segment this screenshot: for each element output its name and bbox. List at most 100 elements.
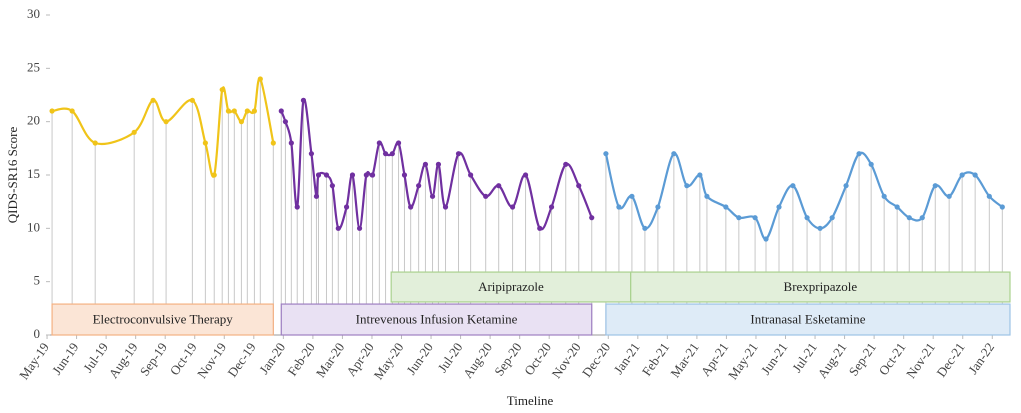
y-tick-label: 10 — [27, 219, 40, 234]
data-point — [455, 151, 462, 157]
data-point — [288, 140, 294, 146]
y-tick-label: 25 — [27, 59, 40, 74]
data-point — [919, 215, 925, 221]
data-point — [49, 108, 55, 114]
data-point — [509, 204, 516, 210]
data-point — [369, 172, 376, 178]
data-point — [537, 225, 543, 231]
data-point — [906, 215, 912, 221]
x-tick-label: May-21 — [725, 340, 761, 382]
data-point — [894, 204, 900, 210]
y-tick-label: 20 — [27, 113, 40, 128]
x-tick-label: Sep-20 — [491, 340, 524, 379]
data-point — [589, 215, 595, 221]
data-point — [697, 172, 703, 178]
x-tick-label: Dec-19 — [224, 340, 258, 380]
x-tick-label: Aug-21 — [814, 340, 849, 381]
data-point — [376, 140, 382, 146]
x-tick-label: Feb-20 — [284, 340, 317, 379]
x-tick-label: May-20 — [371, 340, 407, 382]
treatment-label: Brexpripazole — [784, 279, 858, 294]
data-point — [416, 183, 422, 189]
data-point — [642, 225, 648, 231]
data-point — [496, 183, 502, 189]
data-point — [972, 172, 978, 178]
data-point — [422, 161, 429, 167]
data-point — [776, 204, 782, 210]
data-point — [548, 204, 555, 210]
data-point — [763, 236, 769, 242]
data-point — [323, 172, 330, 178]
treatment-box — [280, 303, 593, 336]
x-tick-label: Mar-21 — [667, 340, 702, 380]
data-point — [468, 172, 474, 178]
data-point — [189, 97, 195, 103]
data-point — [790, 183, 796, 189]
data-point — [238, 119, 245, 125]
data-point — [244, 108, 250, 114]
x-tick-label: Jun-21 — [758, 340, 791, 378]
data-point — [881, 193, 887, 199]
data-point — [389, 151, 395, 157]
data-point — [270, 140, 276, 146]
x-tick-label: Aug-20 — [460, 340, 495, 381]
data-point — [211, 172, 217, 178]
data-point — [382, 151, 389, 157]
data-point — [522, 172, 529, 178]
data-point — [868, 161, 874, 167]
data-point — [946, 193, 952, 199]
x-tick-label: Jan-20 — [256, 340, 288, 377]
data-point — [829, 215, 835, 221]
data-point — [483, 193, 489, 199]
data-point — [603, 151, 609, 157]
treatment-box — [630, 271, 1011, 303]
x-tick-label: May-19 — [16, 340, 52, 382]
y-tick-label: 30 — [27, 6, 40, 21]
data-point — [999, 204, 1005, 210]
y-tick-label: 0 — [34, 326, 41, 341]
y-tick-label: 5 — [34, 273, 41, 288]
data-point — [843, 183, 849, 189]
data-point — [329, 183, 335, 189]
data-point — [856, 151, 862, 157]
data-point — [563, 161, 569, 167]
data-point — [300, 97, 307, 103]
data-point — [817, 225, 823, 231]
data-point — [442, 204, 449, 210]
data-point — [163, 119, 169, 125]
data-point — [752, 215, 758, 221]
data-point — [629, 193, 635, 199]
x-tick-label: Jun-20 — [403, 340, 436, 378]
data-point — [231, 108, 237, 114]
data-point — [335, 225, 341, 231]
x-axis-title: Timeline — [507, 393, 554, 408]
x-tick-label: Feb-21 — [639, 340, 672, 379]
y-tick-label: 15 — [27, 166, 40, 181]
treatment-box — [390, 271, 632, 303]
x-tick-label: Nov-19 — [194, 340, 229, 381]
data-point — [401, 172, 408, 178]
data-point — [723, 204, 729, 210]
data-point — [429, 193, 436, 199]
data-point — [363, 172, 369, 178]
x-tick-label: Sep-19 — [137, 340, 170, 379]
data-point — [257, 76, 263, 82]
data-point — [435, 161, 442, 167]
treatment-label: Intranasal Esketamine — [750, 312, 865, 327]
data-point — [356, 225, 363, 231]
data-point — [986, 193, 992, 199]
treatment-box — [51, 303, 274, 336]
series-line — [51, 77, 275, 178]
data-point — [395, 140, 402, 146]
x-tick-label: Aug-19 — [105, 340, 140, 381]
data-point — [349, 172, 356, 178]
x-tick-label: Jan-22 — [965, 340, 997, 377]
treatment-label: Electroconvulsive Therapy — [93, 312, 234, 327]
data-point — [408, 204, 414, 210]
x-tick-label: Sep-21 — [846, 340, 879, 379]
data-point — [282, 119, 289, 125]
data-point — [704, 193, 710, 199]
x-tick-label: Dec-20 — [579, 340, 613, 380]
treatment-label: Aripiprazole — [478, 279, 544, 294]
